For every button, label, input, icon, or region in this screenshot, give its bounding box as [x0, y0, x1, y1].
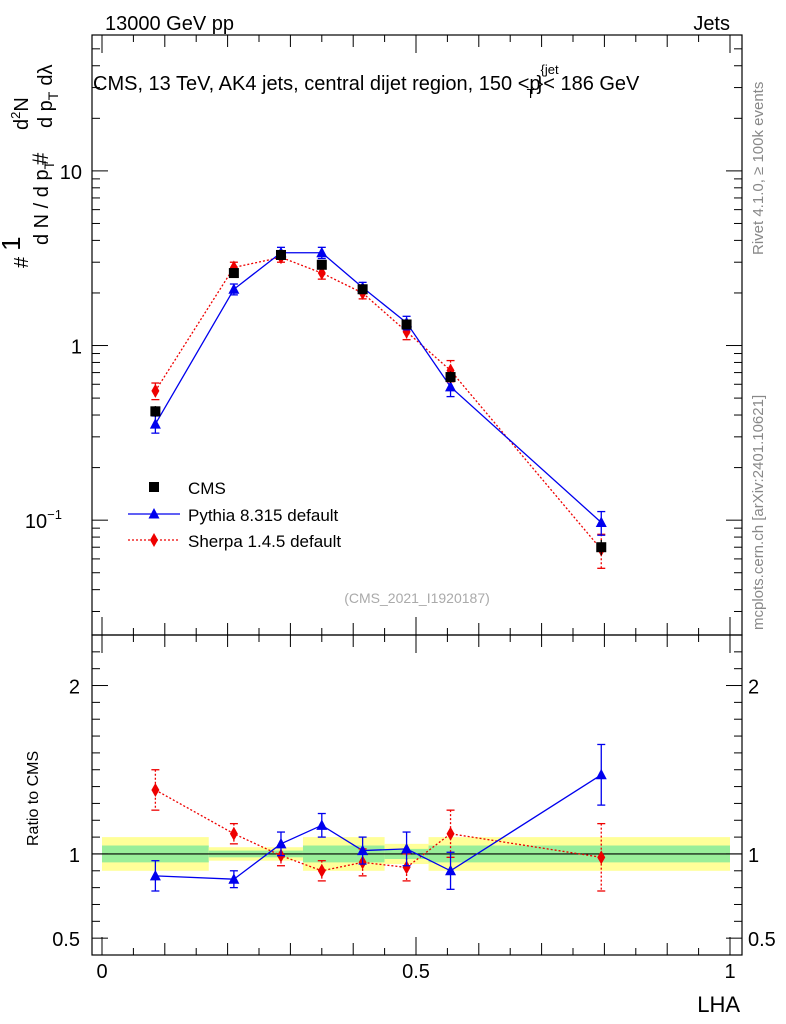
sherpa-ratio-point-6 [446, 826, 455, 841]
plot-title-main: CMS, 13 TeV, AK4 jets, central dijet reg… [93, 73, 541, 95]
plot-title-end: }< 186 GeV [537, 73, 641, 95]
sherpa-ratio-point-7 [597, 850, 606, 865]
pythia-ratio-point-4 [357, 844, 369, 856]
legend-pythia-label: Pythia 8.315 default [188, 506, 339, 525]
ratio-ytick-label-left-0: 2 [69, 677, 80, 699]
cms-main-point-7 [596, 542, 607, 553]
pythia-main-point-0 [149, 418, 161, 429]
x-tick-label-2: 1 [724, 961, 735, 983]
main-ylabel-d2n: d2N [8, 97, 33, 130]
pythia-ratio-point-5 [401, 842, 413, 854]
ratio-ylabel: Ratio to CMS [25, 751, 42, 846]
x-tick-label-1: 0.5 [402, 961, 430, 983]
pythia-main-point-6 [445, 380, 457, 392]
ratio-ytick-label-left-1: 1 [69, 845, 80, 867]
pythia-main-point-7 [595, 516, 607, 527]
ratio-plot-frame [91, 634, 743, 956]
cms-main-point-2 [275, 249, 286, 260]
main-ytick-label-2: 10−1 [25, 507, 62, 533]
pythia-ratio-point-2 [275, 837, 287, 849]
main-ylabel: #1 d N / d pT # d2N d pTdλ [0, 65, 61, 269]
sherpa-ratio-point-5 [402, 860, 411, 875]
legend-sherpa-label: Sherpa 1.4.5 default [188, 532, 341, 551]
legend-pythia-marker [148, 508, 160, 519]
ratio-ytick-label-right-1: 1 [748, 845, 759, 867]
sherpa-ratio-point-0 [151, 782, 160, 797]
sherpa-ratio-line [155, 789, 602, 872]
cms-main-point-4 [357, 284, 368, 295]
header-left: 13000 GeV pp [105, 13, 234, 35]
legend: CMS Pythia 8.315 default Sherpa 1.4.5 defa… [128, 479, 341, 551]
rivet-label: Rivet 4.1.0, ≥ 100k events [750, 82, 767, 255]
ratio-ytick-label-left-2: 0.5 [52, 929, 80, 951]
main-ylabel-denominator: d N / d pT [31, 160, 57, 245]
main-ytick-label-0: 10 [60, 162, 82, 184]
ratio-ytick-label-right-0: 2 [748, 677, 759, 699]
header-right: Jets [693, 13, 730, 35]
legend-cms-label: CMS [188, 479, 226, 498]
pythia-ratio-point-7 [595, 768, 607, 780]
pythia-main-point-3 [316, 246, 328, 258]
sherpa-main-point-0 [151, 383, 160, 398]
main-ylabel-text: #1 [0, 236, 33, 268]
cms-main-point-1 [228, 268, 239, 279]
sherpa-main-line [154, 256, 602, 550]
pythia-ratio-point-1 [228, 873, 240, 884]
main-ylabel-dpt: d pTdλ [35, 65, 61, 129]
axis-ticks: 10 1 10−1 2 2 1 1 0.5 0.5 0 0.5 1 [25, 34, 776, 983]
cms-main-point-6 [445, 372, 456, 383]
cms-main-point-0 [150, 406, 161, 417]
x-tick-label-0: 0 [96, 961, 107, 983]
plot-title-sup: {jet [541, 62, 559, 77]
plot-title-sub: T [527, 86, 535, 101]
cms-main-point-3 [316, 259, 327, 270]
legend-cms-marker [149, 482, 159, 492]
pythia-ratio-point-3 [316, 819, 328, 830]
ratio-ytick-label-right-2: 0.5 [748, 929, 776, 951]
main-ylabel-hash: # [28, 152, 53, 165]
cms-main-point-5 [401, 319, 412, 330]
plot-title: CMS, 13 TeV, AK4 jets, central dijet reg… [93, 62, 640, 101]
mcplots-label: mcplots.cern.ch [arXiv:2401.10621] [750, 395, 767, 630]
sherpa-ratio-point-3 [317, 863, 326, 878]
pythia-ratio-line [155, 774, 602, 880]
pythia-main-line [154, 252, 602, 523]
x-axis-label: LHA [697, 992, 740, 1017]
main-ytick-label-exponent: −1 [47, 507, 62, 522]
data-series [149, 246, 607, 892]
pythia-ratio-point-6 [445, 864, 457, 876]
main-ytick-label-1: 1 [71, 337, 82, 359]
pythia-main-point-1 [228, 283, 240, 294]
analysis-watermark: (CMS_2021_I1920187) [344, 590, 490, 606]
pythia-ratio-point-0 [149, 869, 161, 881]
legend-sherpa-marker [150, 533, 158, 547]
sherpa-ratio-point-1 [229, 826, 238, 841]
